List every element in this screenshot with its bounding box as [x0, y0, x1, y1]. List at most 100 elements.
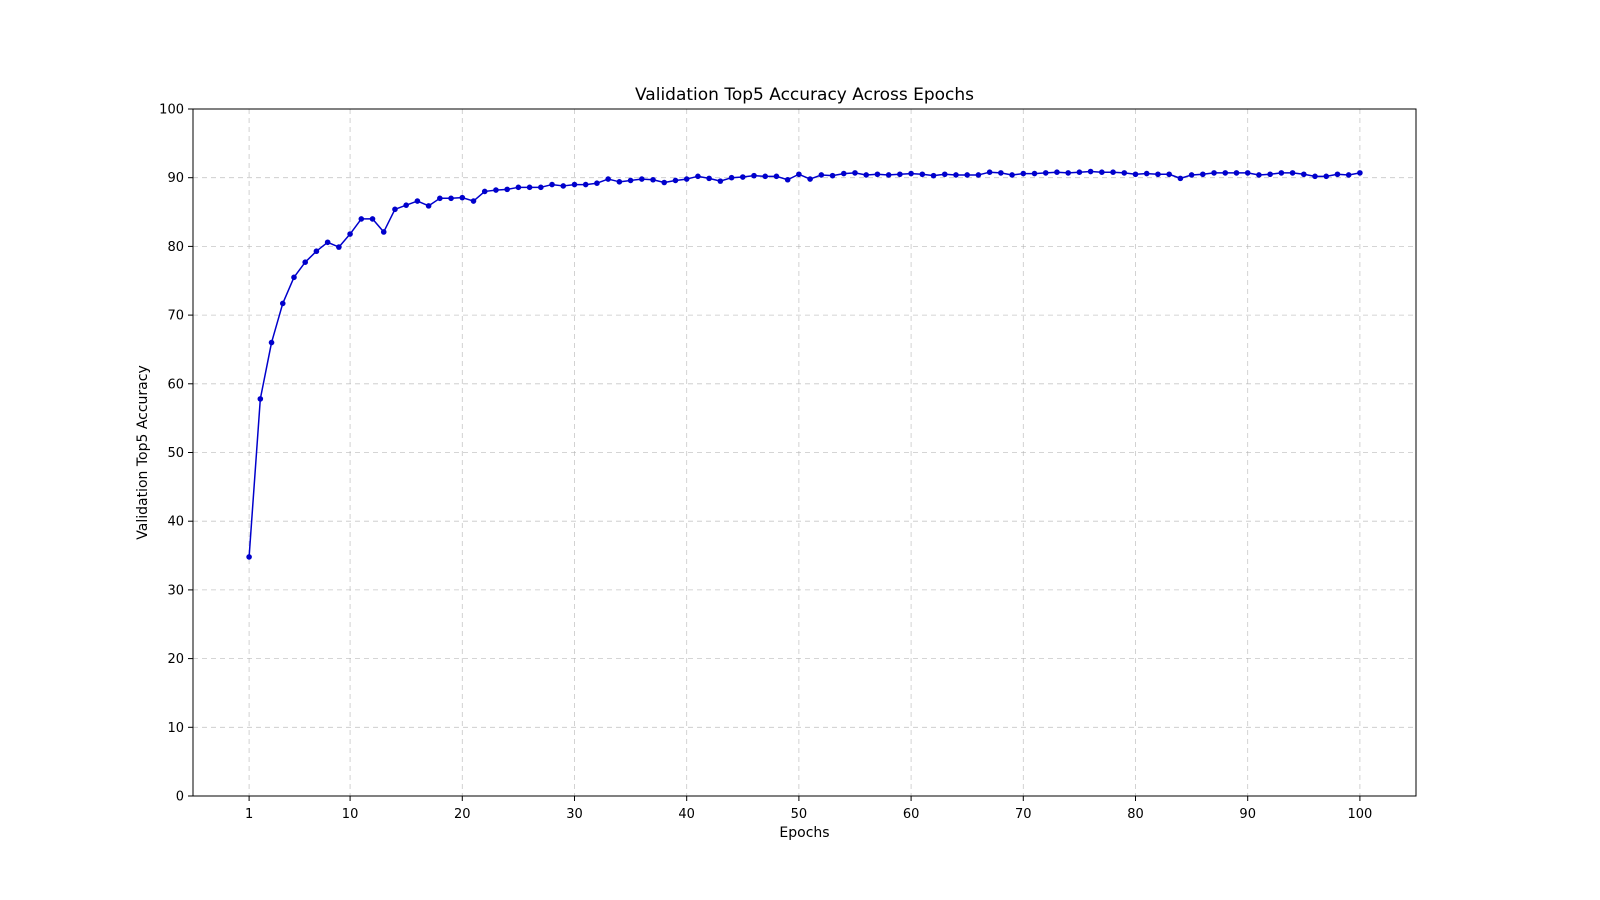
- data-point: [1233, 170, 1240, 176]
- data-point: [1312, 173, 1318, 180]
- data-point: [818, 172, 825, 178]
- data-point: [481, 188, 488, 195]
- data-point: [627, 177, 634, 184]
- x-tick-label: 70: [1015, 807, 1032, 822]
- data-point: [975, 172, 982, 178]
- data-point: [986, 169, 993, 176]
- data-point: [1357, 170, 1363, 176]
- plot-area-frame: [192, 108, 1417, 797]
- y-tick-label: 70: [167, 309, 184, 324]
- data-point: [392, 206, 398, 213]
- data-point: [1334, 171, 1341, 178]
- y-axis-title: Validation Top5 Accuracy: [135, 365, 151, 539]
- data-point: [1099, 169, 1105, 176]
- data-point: [336, 244, 342, 250]
- data-point: [1143, 170, 1150, 177]
- data-point: [302, 259, 309, 266]
- axis-ticks: 1 10 20 30 40 50 60 70 80 90 100 0 10 20 30 40 50 60 70 80 9…: [159, 103, 1372, 823]
- data-points: [246, 168, 1363, 560]
- data-point: [313, 248, 320, 255]
- data-point: [1076, 169, 1083, 176]
- data-point: [616, 179, 623, 185]
- data-point: [437, 195, 443, 202]
- data-point: [840, 170, 847, 177]
- data-point: [246, 554, 252, 560]
- data-point: [403, 202, 409, 208]
- x-axis-title: Epochs: [779, 825, 829, 841]
- data-point: [751, 172, 757, 179]
- data-point: [459, 194, 466, 201]
- data-point: [1031, 170, 1038, 177]
- data-point: [863, 172, 870, 178]
- data-point: [538, 184, 544, 191]
- data-point: [1166, 171, 1172, 178]
- data-point: [504, 186, 510, 193]
- data-point: [257, 396, 264, 402]
- x-tick-label: 40: [678, 807, 695, 822]
- data-point: [571, 181, 578, 188]
- y-tick-label: 80: [167, 240, 184, 255]
- data-point: [380, 229, 387, 235]
- data-point: [1020, 170, 1027, 177]
- data-point: [493, 187, 499, 193]
- data-point: [919, 171, 926, 178]
- data-point: [672, 177, 679, 184]
- grid: [193, 108, 1416, 797]
- data-point: [594, 180, 600, 186]
- x-tick-label: 100: [1347, 807, 1372, 822]
- data-point: [1222, 170, 1229, 176]
- data-point: [324, 239, 331, 246]
- x-tick-label: 30: [566, 807, 583, 822]
- data-point: [1121, 170, 1128, 176]
- data-point: [728, 174, 735, 181]
- series-line-layer: [248, 170, 1361, 557]
- data-point: [1177, 175, 1184, 182]
- data-point: [807, 176, 813, 182]
- x-tick-label: 50: [791, 807, 808, 822]
- y-tick-label: 0: [176, 790, 184, 805]
- data-point: [1065, 170, 1071, 176]
- data-point: [605, 176, 611, 182]
- data-point: [683, 176, 690, 182]
- data-point: [1289, 170, 1296, 176]
- x-tick-label: 20: [454, 807, 471, 822]
- data-point: [1188, 172, 1195, 178]
- data-point: [448, 195, 454, 202]
- data-point: [1087, 168, 1094, 175]
- data-point: [279, 300, 286, 307]
- data-point: [885, 172, 892, 178]
- data-point: [1256, 172, 1262, 178]
- data-point: [941, 171, 948, 178]
- data-point: [762, 173, 769, 180]
- data-point: [515, 184, 522, 191]
- data-point: [582, 181, 589, 188]
- data-point: [526, 184, 533, 191]
- data-point: [1155, 171, 1161, 178]
- data-point: [874, 171, 881, 178]
- data-point: [661, 179, 668, 186]
- x-tick-label: 10: [342, 807, 359, 822]
- data-point: [1200, 171, 1206, 178]
- data-point: [560, 183, 567, 189]
- data-point: [650, 176, 656, 183]
- data-point: [1009, 172, 1015, 178]
- data-point: [1110, 169, 1116, 176]
- y-tick-label: 30: [167, 583, 184, 598]
- data-point: [268, 339, 275, 346]
- data-point: [425, 203, 432, 209]
- data-point: [1300, 171, 1307, 178]
- data-point: [930, 172, 937, 179]
- data-point: [897, 171, 903, 178]
- series-line: [248, 170, 1361, 557]
- data-point: [1132, 171, 1139, 178]
- chart-title: Validation Top5 Accuracy Across Epochs: [635, 85, 974, 105]
- data-point: [717, 178, 724, 184]
- data-point: [829, 172, 836, 179]
- data-point: [953, 172, 959, 178]
- data-point: [358, 216, 365, 222]
- data-point: [784, 176, 791, 183]
- data-point: [369, 216, 376, 222]
- data-point: [1267, 171, 1273, 178]
- data-point: [347, 231, 353, 237]
- data-point: [739, 174, 746, 180]
